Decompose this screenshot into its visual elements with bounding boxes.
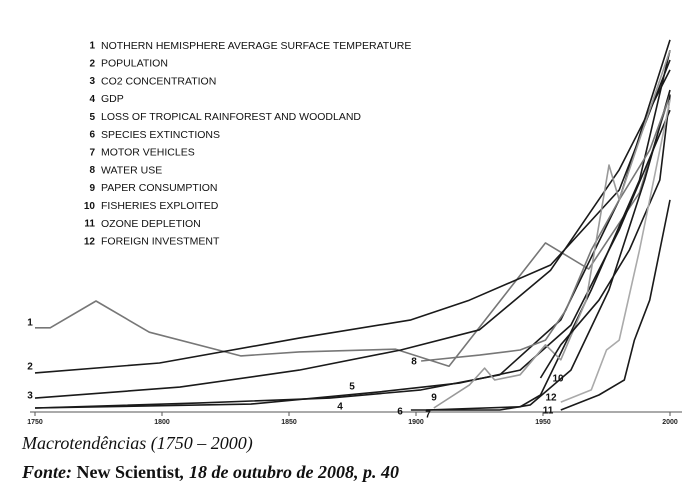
line-label: 11	[543, 406, 554, 417]
line-label: 2	[27, 362, 33, 373]
line-label: 9	[431, 393, 437, 404]
legend-number: 7	[89, 147, 95, 158]
series-line	[34, 59, 671, 374]
series-line	[35, 93, 671, 367]
source-label: Fonte:	[21, 462, 72, 482]
series-line	[433, 49, 671, 409]
line-label: 6	[397, 407, 403, 418]
legend-text: POPULATION	[101, 58, 168, 70]
series-line	[560, 99, 671, 403]
legend-number: 6	[89, 130, 95, 141]
series-line	[34, 69, 671, 399]
chart-source: Fonte: New Scientist, 18 de outubro de 2…	[21, 462, 399, 482]
legend-number: 5	[89, 112, 95, 123]
x-tick-label: 1800	[154, 419, 170, 426]
line-label: 1	[27, 318, 33, 329]
legend-text: LOSS OF TROPICAL RAINFOREST AND WOODLAND	[101, 111, 361, 123]
legend-number: 2	[89, 58, 95, 69]
series-line	[539, 95, 671, 379]
legend-text: CO2 CONCENTRATION	[101, 75, 216, 87]
x-tick-label: 1750	[27, 419, 43, 426]
legend-text: GDP	[101, 93, 124, 105]
line-label: 7	[425, 410, 431, 421]
legend-number: 4	[89, 94, 95, 105]
line-label: 8	[411, 357, 417, 368]
legend-text: PAPER CONSUMPTION	[101, 182, 217, 194]
legend-number: 1	[89, 41, 95, 52]
legend-text: MOTOR VEHICLES	[101, 147, 195, 159]
x-tick-label: 2000	[662, 419, 678, 426]
legend-text: WATER USE	[101, 164, 162, 176]
legend-number: 10	[84, 201, 96, 212]
legend-text: FOREIGN INVESTMENT	[101, 236, 220, 248]
legend-number: 3	[89, 76, 95, 87]
legend-text: NOTHERN HEMISPHERE AVERAGE SURFACE TEMPE…	[101, 40, 411, 52]
legend-number: 9	[89, 183, 95, 194]
legend-number: 11	[84, 219, 95, 230]
legend-text: OZONE DEPLETION	[101, 218, 201, 230]
legend-number: 12	[84, 236, 96, 247]
legend-text: FISHERIES EXPLOITED	[101, 200, 219, 212]
x-tick-label: 1900	[408, 419, 424, 426]
source-rest: , 18 de outubro de 2008, p. 40	[179, 462, 399, 482]
source-publication: New Scientist	[77, 462, 180, 482]
line-label: 12	[545, 393, 557, 404]
line-label: 10	[552, 374, 564, 385]
series-line	[410, 89, 671, 411]
x-tick-label: 1850	[281, 419, 297, 426]
legend-number: 8	[89, 165, 95, 176]
series-line	[560, 199, 671, 411]
line-label: 3	[27, 391, 33, 402]
legend-text: SPECIES EXTINCTIONS	[101, 129, 220, 141]
x-tick-label: 1950	[535, 419, 551, 426]
line-label: 5	[349, 382, 355, 393]
series-line	[421, 94, 671, 362]
chart-caption: Macrotendências (1750 – 2000)	[21, 433, 253, 454]
line-label: 4	[337, 402, 343, 413]
